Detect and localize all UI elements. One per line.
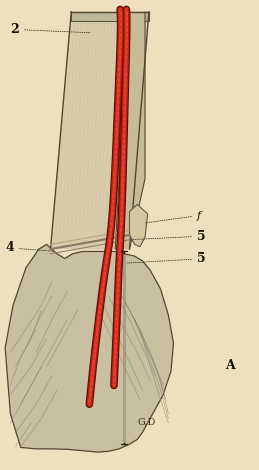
Text: 4: 4 [5, 242, 54, 254]
Text: G.D: G.D [137, 418, 156, 427]
Text: f: f [145, 211, 201, 223]
Polygon shape [5, 244, 174, 452]
Polygon shape [51, 12, 149, 249]
Text: 5: 5 [127, 252, 205, 265]
Text: 5: 5 [132, 230, 205, 243]
Polygon shape [130, 204, 148, 247]
Text: A: A [225, 359, 235, 372]
Text: 2: 2 [10, 23, 90, 36]
Polygon shape [115, 12, 145, 249]
Polygon shape [71, 12, 149, 21]
